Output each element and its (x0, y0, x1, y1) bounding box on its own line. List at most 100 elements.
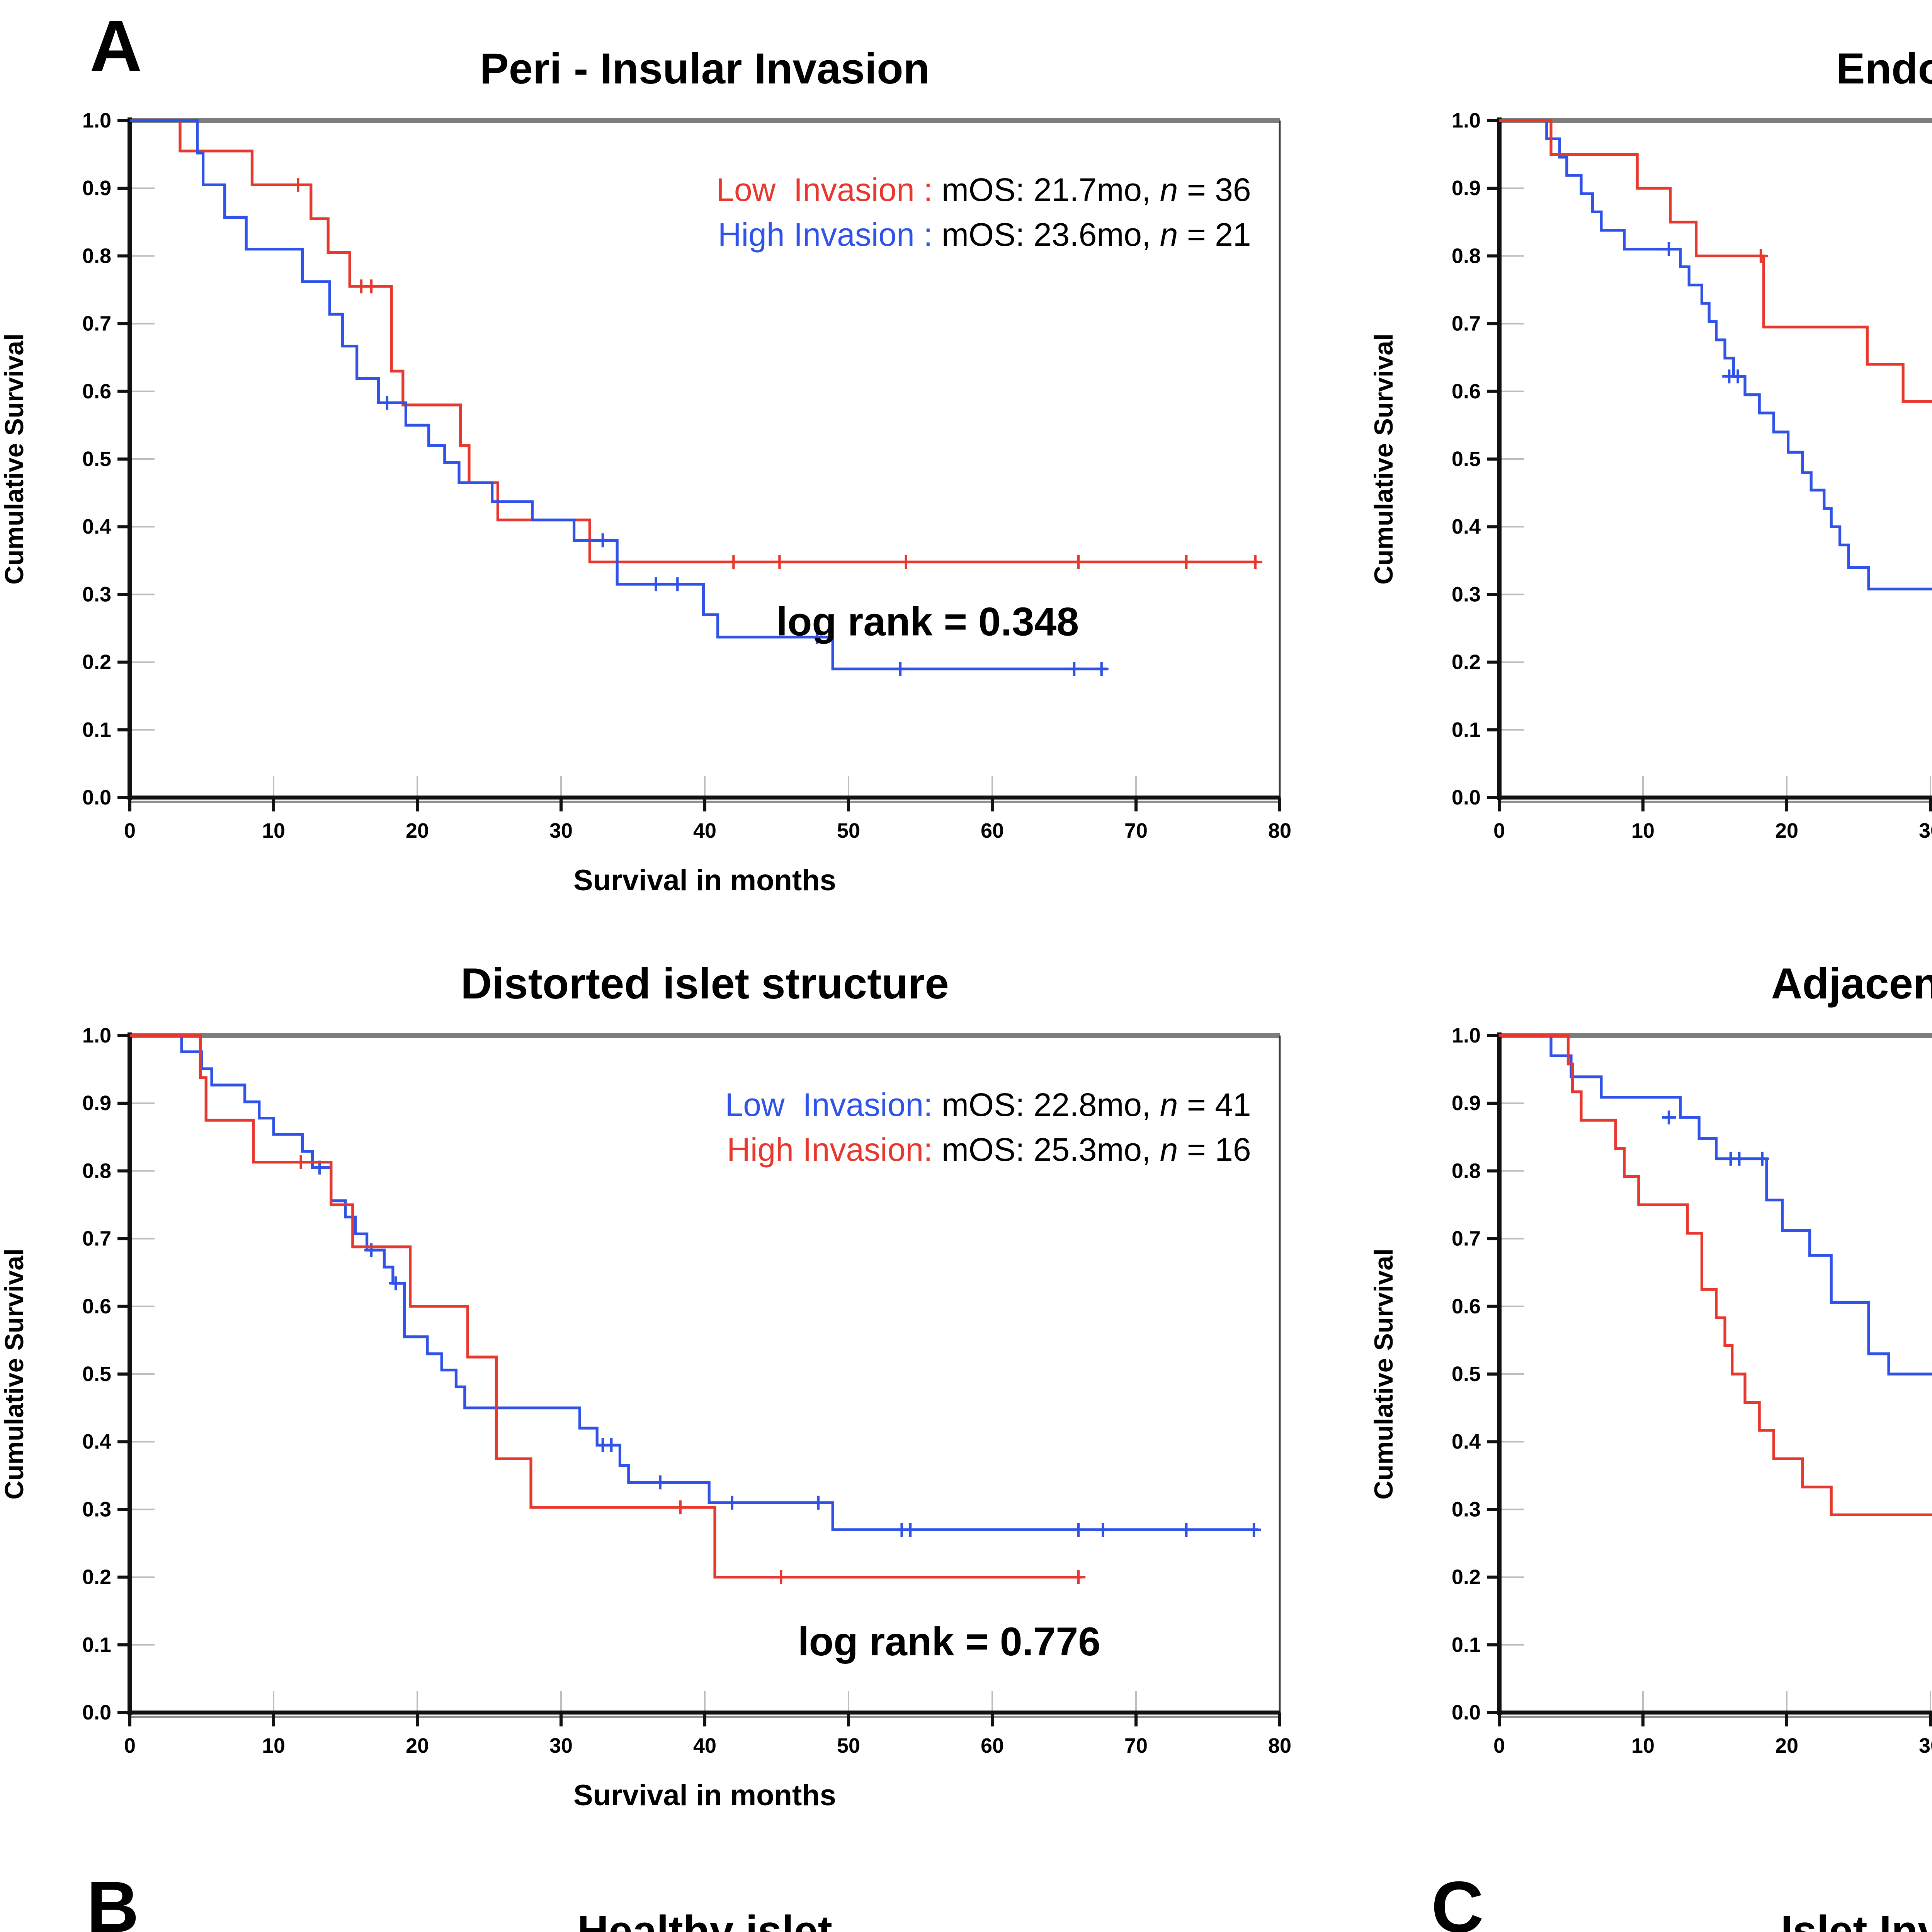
series-blue-curve (1499, 119, 1932, 590)
chart-title: Distorted islet structure (461, 959, 949, 1008)
log-rank-label: log rank = 0.776 (798, 1619, 1100, 1664)
x-tick-label: 0 (124, 1734, 136, 1757)
y-axis-title: Cumulative Survival (0, 333, 29, 585)
panel-endo-insular-invasion: 0.0 0.1 0.2 0.3 0.4 0.5 0.6 0.7 0.8 0.9 1.0 0 10 20 30… (1366, 22, 1932, 926)
y-tick-label: 0.5 (1452, 447, 1481, 471)
y-tick-label: 0.9 (1452, 1092, 1481, 1115)
y-tick-label: 0.0 (82, 1701, 111, 1724)
legend-line: Low Invasion : mOS: 21.7mo, n = 36 (716, 172, 1251, 208)
y-axis-title: Cumulative Survival (0, 1248, 29, 1500)
y-tick-label: 0.8 (1452, 244, 1481, 267)
y-tick-label: 0.6 (1452, 1295, 1481, 1318)
x-tick-label: 80 (1268, 819, 1291, 842)
series-blue-curve (130, 119, 1107, 670)
panel-distorted-islet-structure: 0.0 0.1 0.2 0.3 0.4 0.5 0.6 0.7 0.8 0.9 1.0 0 10 20 30… (0, 937, 1308, 1841)
chart-title: Healthy islet (577, 1907, 832, 1932)
x-tick-label: 30 (549, 819, 573, 842)
y-tick-label: 0.3 (1452, 1498, 1481, 1521)
x-tick-label: 10 (262, 1734, 285, 1757)
y-tick-label: 0.1 (1452, 718, 1481, 742)
series-blue-curve (1499, 1034, 1932, 1376)
y-axis-title: Cumulative Survival (1369, 1248, 1398, 1500)
series-red-curve (1499, 1034, 1932, 1516)
legend-line: Low Invasion: mOS: 22.8mo, n = 41 (725, 1087, 1251, 1123)
y-tick-label: 1.0 (82, 109, 111, 132)
y-tick-label: 0.7 (82, 1227, 111, 1250)
x-axis-title: Survival in months (573, 864, 836, 897)
log-rank-label: log rank = 0.348 (776, 599, 1079, 644)
y-tick-label: 0.5 (1452, 1362, 1481, 1386)
y-tick-label: 0.8 (82, 1159, 111, 1182)
y-tick-label: 0.8 (1452, 1159, 1481, 1182)
x-axis-title: Survival in months (573, 1779, 836, 1812)
x-tick-label: 60 (981, 819, 1004, 842)
panel-label-b: B (87, 1866, 139, 1932)
y-tick-label: 0.7 (1452, 312, 1481, 335)
km-chart-islet-invasion-severity-score: 0.00.10.20.30.40.50.60.70.80.91.00102030… (1781, 1907, 1932, 1932)
x-tick-label: 30 (1919, 1734, 1932, 1757)
y-tick-label: 0.4 (1452, 1430, 1481, 1453)
km-chart-adjacent-cancer-and-islet-cell: 0.0 0.1 0.2 0.3 0.4 0.5 0.6 0.7 0.8 0.9 1.0 0 10 20 30… (1369, 959, 1932, 1757)
y-tick-label: 0.0 (82, 786, 111, 809)
y-tick-label: 0.0 (1452, 786, 1481, 809)
y-tick-label: 0.3 (1452, 583, 1481, 606)
y-tick-label: 0.2 (82, 651, 111, 674)
y-tick-label: 0.2 (1452, 1566, 1481, 1589)
x-tick-label: 40 (693, 819, 716, 842)
legend-line: High Invasion : mOS: 23.6mo, n = 21 (718, 216, 1251, 253)
x-tick-label: 80 (1268, 1734, 1291, 1757)
x-tick-label: 20 (1775, 1734, 1798, 1757)
y-tick-label: 0.5 (82, 447, 111, 471)
y-tick-label: 0.3 (82, 1498, 111, 1521)
y-tick-label: 0.1 (82, 718, 111, 742)
y-tick-label: 1.0 (82, 1024, 111, 1047)
x-tick-label: 70 (1124, 1734, 1148, 1757)
y-tick-label: 0.4 (82, 1430, 111, 1453)
x-tick-label: 10 (1631, 819, 1655, 842)
series-red-curve (130, 1034, 1082, 1579)
y-tick-label: 1.0 (1452, 109, 1481, 132)
x-tick-label: 50 (837, 1734, 860, 1757)
x-tick-label: 20 (406, 819, 429, 842)
x-tick-label: 60 (981, 1734, 1004, 1757)
x-tick-label: 10 (1631, 1734, 1655, 1757)
x-tick-label: 0 (124, 819, 136, 842)
panel-label-a: A (90, 5, 142, 87)
chart-title: Peri - Insular Invasion (480, 44, 930, 93)
y-tick-label: 0.9 (82, 177, 111, 200)
chart-title: Islet Invasion Severity Score (1781, 1907, 1932, 1932)
legend-line: High Invasion: mOS: 25.3mo, n = 16 (727, 1131, 1251, 1168)
chart-title: Adjacent cancer and islet cell (1771, 959, 1932, 1008)
y-tick-label: 0.6 (82, 380, 111, 403)
x-tick-label: 20 (1775, 819, 1798, 842)
y-tick-label: 0.1 (82, 1633, 111, 1656)
y-tick-label: 0.3 (82, 583, 111, 606)
panel-adjacent-cancer-and-islet-cell: 0.0 0.1 0.2 0.3 0.4 0.5 0.6 0.7 0.8 0.9 1.0 0 10 20 30… (1366, 937, 1932, 1841)
y-tick-label: 0.6 (82, 1295, 111, 1318)
x-tick-label: 50 (837, 819, 860, 842)
y-tick-label: 0.2 (1452, 651, 1481, 674)
y-tick-label: 0.7 (1452, 1227, 1481, 1250)
y-tick-label: 0.6 (1452, 380, 1481, 403)
y-tick-label: 0.1 (1452, 1633, 1481, 1656)
series-red-curve (1499, 119, 1932, 403)
panel-healthy-islet: 0.00.10.20.30.40.50.60.70.80.91.00102030… (0, 1884, 1308, 1932)
x-tick-label: 0 (1493, 819, 1505, 842)
y-tick-label: 0.2 (82, 1566, 111, 1589)
x-tick-label: 0 (1493, 1734, 1505, 1757)
y-tick-label: 0.9 (1452, 177, 1481, 200)
x-tick-label: 40 (693, 1734, 716, 1757)
chart-title: Endo - Insular Invasion (1836, 44, 1932, 93)
x-tick-label: 10 (262, 819, 285, 842)
x-tick-label: 30 (1919, 819, 1932, 842)
panel-peri-insular-invasion: 0.0 0.1 0.2 0.3 0.4 0.5 0.6 0.7 0.8 0.9 1.0 0 10 20 30… (0, 22, 1308, 926)
y-tick-label: 0.8 (82, 244, 111, 267)
km-chart-endo-insular-invasion: 0.0 0.1 0.2 0.3 0.4 0.5 0.6 0.7 0.8 0.9 1.0 0 10 20 30… (1369, 44, 1932, 842)
y-tick-label: 0.4 (1452, 515, 1481, 538)
panel-islet-invasion-severity-score: 0.00.10.20.30.40.50.60.70.80.91.00102030… (1366, 1884, 1932, 1932)
km-chart-peri-insular-invasion: 0.0 0.1 0.2 0.3 0.4 0.5 0.6 0.7 0.8 0.9 1.0 0 10 20 30… (0, 44, 1291, 897)
y-axis-title: Cumulative Survival (1369, 333, 1398, 585)
series-red-curve (130, 119, 1258, 563)
y-tick-label: 0.7 (82, 312, 111, 335)
